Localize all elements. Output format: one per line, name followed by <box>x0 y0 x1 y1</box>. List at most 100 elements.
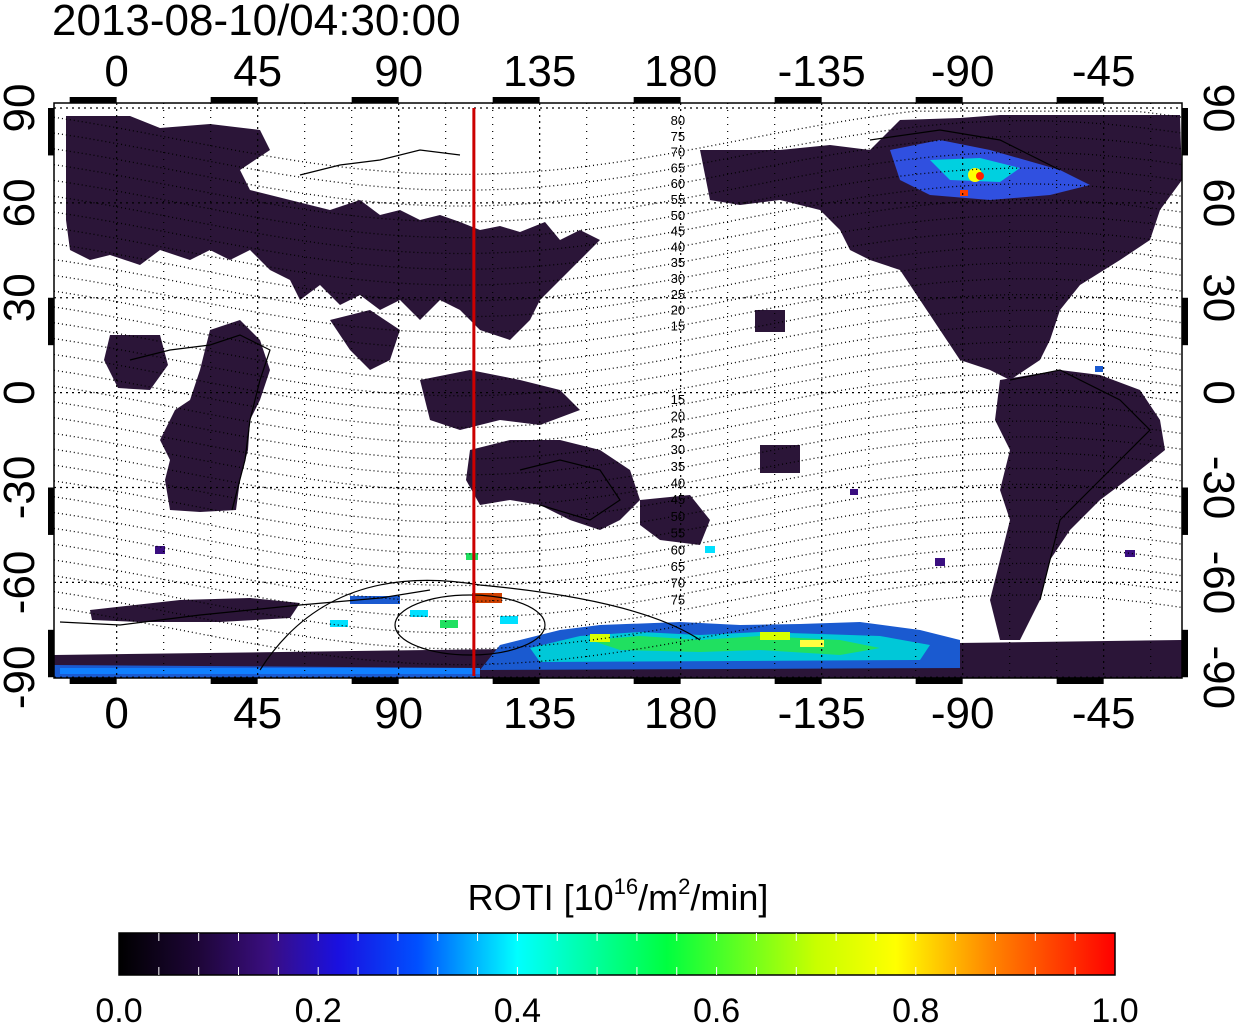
lat-tick-right: 60 <box>1194 178 1240 227</box>
contour-label: 65 <box>671 160 685 175</box>
lat-tick-right: -90 <box>1194 646 1240 710</box>
frame-band <box>774 97 822 103</box>
frame-band <box>1056 678 1104 684</box>
colorbar-tick-label: 0.2 <box>295 992 342 1024</box>
lon-tick-bottom: 0 <box>104 689 128 738</box>
lon-tick-bottom: 45 <box>233 689 282 738</box>
lon-tick-top: 135 <box>503 47 576 96</box>
contour-label: 15 <box>671 318 685 333</box>
frame-band <box>69 97 117 103</box>
contour-label: 80 <box>671 113 685 128</box>
lon-tick-top: -90 <box>931 47 995 96</box>
coverage-sub-antarctic <box>90 598 300 622</box>
lat-tick-right: -30 <box>1194 456 1240 520</box>
colorbar <box>118 932 1116 976</box>
frame-band <box>915 678 963 684</box>
contour-label: 35 <box>671 255 685 270</box>
contour-label: 70 <box>671 576 685 591</box>
frame-band <box>48 629 54 678</box>
lon-tick-top: 90 <box>374 47 423 96</box>
contour-label: 55 <box>671 526 685 541</box>
contour-label: 40 <box>671 239 685 254</box>
lat-tick-right: 0 <box>1194 380 1240 404</box>
lon-tick-bottom: -45 <box>1072 689 1136 738</box>
frame-band <box>351 678 399 684</box>
frame-band <box>351 97 399 103</box>
frame-band <box>492 678 540 684</box>
lat-tick-right: 30 <box>1194 273 1240 322</box>
coverage-west-africa <box>104 335 168 390</box>
coverage-india <box>330 310 400 370</box>
contour-label: 50 <box>671 509 685 524</box>
colorbar-tick-label: 0.6 <box>693 992 740 1024</box>
frame-band <box>1182 487 1188 535</box>
frame-band <box>774 678 822 684</box>
frame-band <box>210 97 258 103</box>
colorbar-tick-label: 0.8 <box>892 992 939 1024</box>
contour-label: 20 <box>671 303 685 318</box>
contour-label: 55 <box>671 192 685 207</box>
frame-band <box>1182 108 1188 156</box>
frame-band <box>48 108 54 156</box>
lat-tick-left: 90 <box>0 84 44 133</box>
lon-tick-bottom: -90 <box>931 689 995 738</box>
frame-band <box>633 97 681 103</box>
contour-label: 65 <box>671 559 685 574</box>
lon-tick-bottom: 90 <box>374 689 423 738</box>
contour-label: 75 <box>671 129 685 144</box>
frame-band <box>492 97 540 103</box>
frame-band <box>1182 297 1188 346</box>
colorbar-tick-label: 0.0 <box>95 992 142 1024</box>
frame-band <box>69 678 117 684</box>
axis-labels: 0 0 45 45 90 90 135 135 180 180 -135 -135 -90 -90 -45 -… <box>0 47 1240 738</box>
timestamp: 2013-08-10/04:30:00 <box>52 0 461 45</box>
lon-tick-top: -135 <box>778 47 866 96</box>
frame-band <box>48 487 54 535</box>
lat-tick-left: 60 <box>0 178 44 227</box>
lon-tick-bottom: 180 <box>644 689 717 738</box>
frame-band <box>1056 97 1104 103</box>
contour-label: 25 <box>671 425 685 440</box>
lat-tick-right: 90 <box>1194 84 1240 133</box>
contour-label: 30 <box>671 442 685 457</box>
lon-tick-top: 45 <box>233 47 282 96</box>
frame-band <box>48 297 54 346</box>
lat-tick-left: -90 <box>0 646 44 710</box>
lat-tick-left: 30 <box>0 273 44 322</box>
lat-tick-right: -60 <box>1194 551 1240 615</box>
map-frame <box>48 97 1188 684</box>
lat-tick-left: 0 <box>0 380 44 404</box>
contour-label: 45 <box>671 224 685 239</box>
coverage-eurasia <box>66 116 600 340</box>
contour-label: 60 <box>671 542 685 557</box>
contour-label: 40 <box>671 476 685 491</box>
frame-band <box>210 678 258 684</box>
lat-tick-left: -60 <box>0 551 44 615</box>
coverage-south-america <box>990 370 1165 640</box>
lon-tick-top: -45 <box>1072 47 1136 96</box>
lon-tick-bottom: -135 <box>778 689 866 738</box>
colorbar-tick-label: 0.4 <box>494 992 541 1024</box>
frame-band <box>633 678 681 684</box>
contour-label: 35 <box>671 459 685 474</box>
lon-tick-top: 0 <box>104 47 128 96</box>
coastlines <box>59 129 1151 671</box>
contour-label: 20 <box>671 409 685 424</box>
colorbar-tick-label: 1.0 <box>1091 992 1138 1024</box>
contour-label: 45 <box>671 492 685 507</box>
contour-label: 50 <box>671 208 685 223</box>
contour-label: 60 <box>671 176 685 191</box>
lon-tick-top: 180 <box>644 47 717 96</box>
colorbar-title: ROTI [1016/m2/min] <box>468 874 769 918</box>
contour-label: 15 <box>671 392 685 407</box>
coverage-australia <box>466 440 640 530</box>
frame-band <box>915 97 963 103</box>
coverage-new-zealand <box>640 495 710 545</box>
lat-tick-left: -30 <box>0 456 44 520</box>
coverage-africa <box>160 320 270 512</box>
roti-coverage <box>54 115 1182 678</box>
contour-label: 25 <box>671 287 685 302</box>
frame-band <box>1182 629 1188 678</box>
colorbar-ticks: 0.0 0.2 0.4 0.6 0.8 1.0 <box>95 933 1139 1024</box>
